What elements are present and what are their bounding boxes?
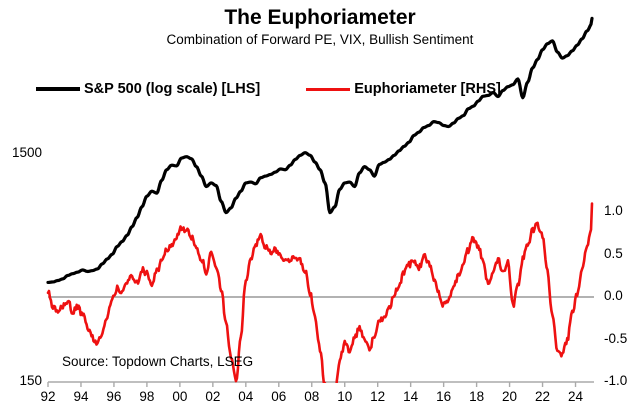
right-axis-tick-1p0: 1.0 <box>604 203 623 218</box>
chart-subtitle: Combination of Forward PE, VIX, Bullish … <box>166 32 474 47</box>
right-axis-tick-0p5: 0.5 <box>604 245 623 261</box>
x-axis-tick-14: 14 <box>403 389 419 404</box>
legend-item-sp500[interactable]: S&P 500 (log scale) [LHS] <box>36 81 260 97</box>
x-axis-tick-02: 02 <box>205 389 221 404</box>
x-axis-tick-04: 04 <box>238 389 254 404</box>
series-line-sp500 <box>46 16 594 285</box>
legend-label-sp500: S&P 500 (log scale) [LHS] <box>84 81 261 97</box>
legend-swatch-sp500 <box>36 87 80 91</box>
x-axis-tick-08: 08 <box>304 389 320 404</box>
x-axis-tick-12: 12 <box>370 389 386 404</box>
x-axis-tick-10: 10 <box>337 389 353 404</box>
x-axis-tick-06: 06 <box>271 389 287 404</box>
x-axis-tick-96: 96 <box>106 389 122 404</box>
x-axis-tick-92: 92 <box>40 389 56 404</box>
right-axis-tick-neg0p5: -0.5 <box>604 330 628 346</box>
source-note: Source: Topdown Charts, LSEG <box>62 354 254 369</box>
legend-swatch-euphoriameter <box>306 87 351 91</box>
x-axis-tick-94: 94 <box>73 389 89 404</box>
legend-item-euphoriameter[interactable]: Euphoriameter [RHS] <box>306 81 501 97</box>
x-axis-tick-00: 00 <box>172 389 188 404</box>
x-axis-tick-22: 22 <box>535 389 551 404</box>
chart-legend: S&P 500 (log scale) [LHS] Euphoriameter … <box>36 78 501 100</box>
x-axis-tick-98: 98 <box>139 389 155 404</box>
x-axis-tick-18: 18 <box>469 389 485 404</box>
legend-label-euphoriameter: Euphoriameter [RHS] <box>354 81 501 97</box>
series-line-euphoriameter <box>46 202 594 383</box>
left-axis-tick-1500: 1500 <box>11 145 42 160</box>
right-axis-tick-neg1p0: -1.0 <box>604 373 628 388</box>
chart-title: The Euphoriameter <box>224 6 416 29</box>
left-axis-tick-150: 150 <box>19 373 42 388</box>
right-axis-tick-0p0: 0.0 <box>604 288 623 303</box>
x-axis-tick-16: 16 <box>436 389 452 404</box>
x-axis-tick-24: 24 <box>567 389 584 404</box>
x-axis-tick-20: 20 <box>502 389 518 404</box>
